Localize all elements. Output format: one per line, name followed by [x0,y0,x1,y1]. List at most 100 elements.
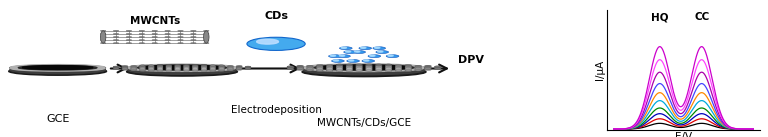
Circle shape [165,30,170,32]
Circle shape [386,66,392,67]
Circle shape [395,68,402,69]
Circle shape [139,33,144,35]
Circle shape [227,67,233,68]
Circle shape [184,66,190,67]
Circle shape [395,69,402,70]
Circle shape [336,66,343,68]
Circle shape [210,68,216,69]
Circle shape [326,69,333,70]
Circle shape [356,66,362,68]
Ellipse shape [127,65,237,71]
Circle shape [405,66,412,67]
Circle shape [122,68,127,69]
Circle shape [190,36,196,38]
Circle shape [101,30,106,32]
Circle shape [237,67,242,68]
Circle shape [376,66,382,67]
Circle shape [126,30,131,32]
Circle shape [148,70,154,71]
Circle shape [201,68,207,70]
Circle shape [346,67,353,68]
Circle shape [362,60,375,62]
Circle shape [140,69,145,70]
Circle shape [219,68,224,69]
Circle shape [355,51,359,52]
Circle shape [148,65,154,67]
Circle shape [296,66,303,68]
Circle shape [201,67,207,68]
Circle shape [148,65,154,66]
Circle shape [148,69,154,70]
Circle shape [336,70,343,72]
Ellipse shape [10,65,105,71]
Circle shape [139,39,144,41]
Circle shape [126,42,131,44]
Circle shape [339,55,345,56]
Circle shape [201,65,207,66]
Circle shape [166,68,172,69]
Circle shape [386,69,392,70]
Circle shape [287,67,293,68]
Circle shape [219,68,224,70]
Circle shape [356,69,362,70]
Circle shape [237,65,242,67]
Circle shape [227,65,233,67]
Circle shape [415,68,422,70]
Circle shape [415,65,422,67]
Circle shape [376,68,382,70]
Circle shape [346,64,353,65]
Circle shape [316,65,323,66]
Circle shape [425,67,432,68]
Circle shape [435,68,441,70]
Circle shape [174,64,180,66]
Circle shape [338,55,350,58]
Circle shape [333,60,339,61]
Circle shape [177,30,184,32]
Circle shape [131,68,137,69]
Circle shape [326,70,333,71]
Circle shape [201,66,207,67]
Circle shape [184,70,190,71]
Circle shape [376,66,382,68]
Ellipse shape [10,66,105,74]
Circle shape [306,65,313,67]
Circle shape [114,42,119,44]
Circle shape [190,39,196,41]
Circle shape [113,67,119,68]
Circle shape [148,66,154,67]
Circle shape [386,64,392,65]
Circle shape [405,65,412,67]
Circle shape [227,68,233,69]
Circle shape [210,67,216,68]
Circle shape [306,69,313,70]
Circle shape [166,68,172,70]
Text: HQ: HQ [651,12,668,22]
Circle shape [376,70,382,71]
Circle shape [435,68,441,69]
Circle shape [245,67,251,68]
Circle shape [152,30,157,32]
Circle shape [219,67,224,68]
Circle shape [139,42,144,44]
Ellipse shape [8,67,107,75]
Circle shape [388,55,393,56]
Text: MWCNTs: MWCNTs [130,16,180,25]
Circle shape [287,68,293,70]
Ellipse shape [142,65,222,70]
Circle shape [346,66,353,67]
Circle shape [425,65,432,67]
Circle shape [366,65,372,66]
Circle shape [386,65,392,67]
Circle shape [227,69,233,71]
Circle shape [296,67,303,68]
Circle shape [395,65,402,66]
Circle shape [415,66,422,68]
Circle shape [245,68,251,69]
Circle shape [210,68,216,70]
Circle shape [415,66,422,67]
Circle shape [126,39,131,41]
Circle shape [415,67,422,68]
Circle shape [201,70,207,71]
Circle shape [152,42,157,44]
Circle shape [366,68,372,70]
